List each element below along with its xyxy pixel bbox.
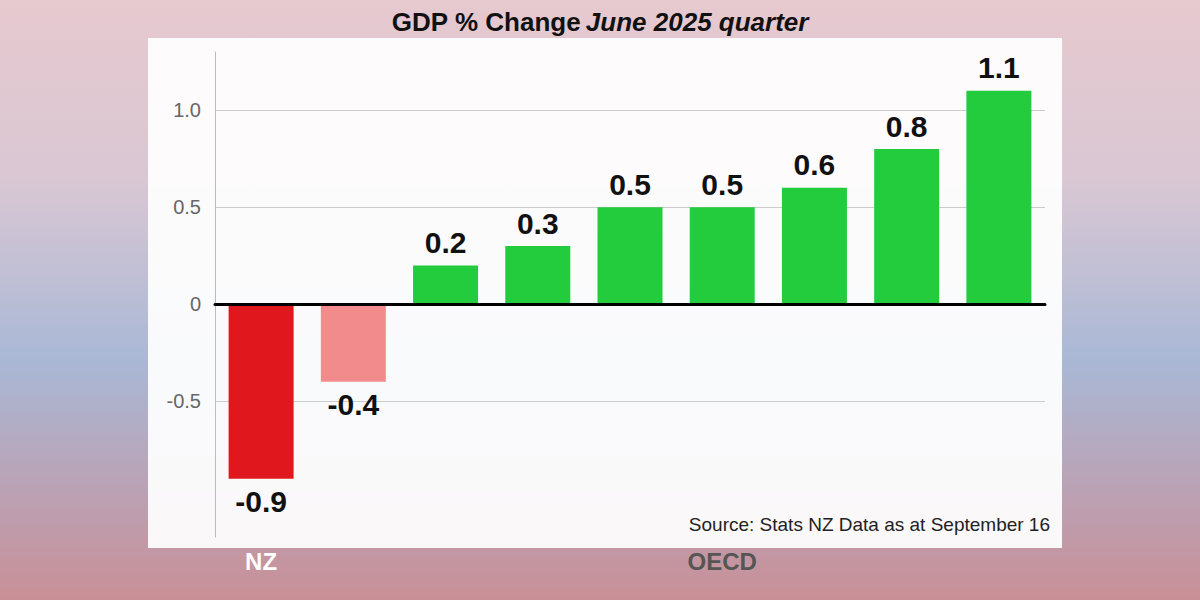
svg-text:June 2025 quarter: June 2025 quarter [586, 7, 810, 37]
svg-text:GDP % Change: GDP % Change [392, 7, 581, 37]
svg-text:0.5: 0.5 [173, 196, 201, 218]
svg-text:-0.5: -0.5 [167, 390, 201, 412]
svg-text:OECD: OECD [688, 548, 757, 575]
svg-text:0.5: 0.5 [609, 168, 651, 201]
svg-text:Source: Stats NZ Data as at Se: Source: Stats NZ Data as at September 16 [689, 514, 1050, 535]
svg-text:NZ: NZ [245, 548, 277, 575]
svg-text:0.5: 0.5 [701, 168, 743, 201]
svg-text:-0.9: -0.9 [235, 485, 287, 518]
svg-text:0.8: 0.8 [886, 110, 928, 143]
svg-text:1.0: 1.0 [173, 99, 201, 121]
svg-text:0.6: 0.6 [794, 148, 836, 181]
svg-text:-0.4: -0.4 [327, 388, 379, 421]
svg-text:0.2: 0.2 [425, 226, 467, 259]
svg-text:0.3: 0.3 [517, 207, 559, 240]
svg-text:1.1: 1.1 [978, 51, 1020, 84]
svg-text:0: 0 [190, 293, 201, 315]
